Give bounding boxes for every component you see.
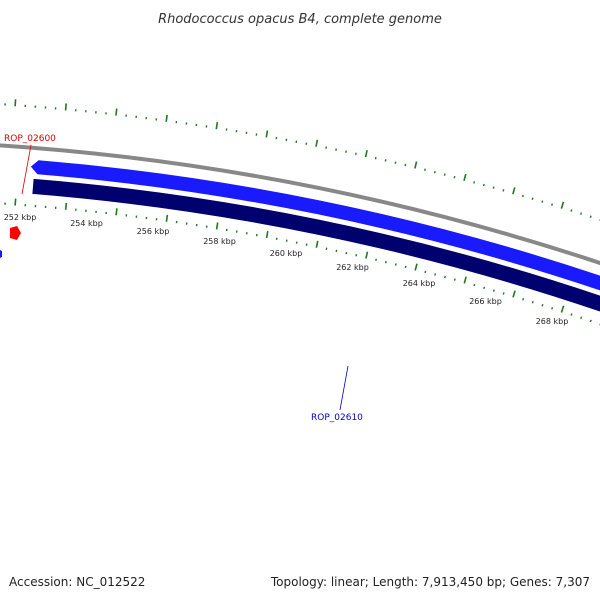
- scale-tick-labels: 252 kbp 254 kbp 256 kbp 258 kbp 260 kbp 262 k…: [4, 213, 569, 326]
- minor-tick: [589, 215, 592, 218]
- minor-tick: [551, 203, 554, 206]
- minor-tick: [492, 289, 495, 292]
- minor-tick: [551, 307, 554, 310]
- minor-tick: [482, 183, 485, 187]
- minor-tick: [375, 258, 377, 262]
- major-tick: [463, 276, 467, 284]
- major-tick: [463, 173, 467, 182]
- minor-tick: [570, 313, 573, 316]
- major-tick: [64, 103, 68, 111]
- major-tick: [364, 150, 368, 158]
- minor-tick: [521, 194, 524, 198]
- genome-summary-text: Topology: linear; Length: 7,913,450 bp; …: [270, 575, 590, 589]
- major-tick: [265, 230, 269, 239]
- major-tick: [512, 290, 516, 298]
- accession-text: Accession: NC_012522: [9, 575, 145, 589]
- minor-tick: [453, 278, 456, 281]
- gene-marker-left-edge[interactable]: [0, 250, 2, 258]
- minor-tick: [531, 300, 534, 304]
- minor-tick: [434, 273, 437, 276]
- tick-label: 258 kbp: [203, 237, 236, 246]
- major-tick: [115, 108, 118, 116]
- major-tick: [64, 202, 68, 210]
- gene-leader-line: [339, 365, 349, 411]
- inner-tick-marks: [4, 198, 600, 326]
- minor-tick: [502, 189, 505, 192]
- minor-tick: [384, 260, 387, 264]
- major-tick: [215, 222, 219, 230]
- minor-tick: [433, 170, 436, 174]
- gene-label-rop-02600[interactable]: ROP_02600: [4, 134, 56, 144]
- minor-tick: [444, 275, 446, 279]
- minor-tick: [424, 270, 427, 274]
- minor-tick: [483, 286, 486, 290]
- minor-tick: [394, 263, 397, 266]
- major-tick: [560, 201, 565, 209]
- minor-tick: [492, 186, 495, 189]
- minor-tick: [541, 303, 544, 307]
- tick-label: 256 kbp: [137, 227, 170, 236]
- tick-label: 262 kbp: [336, 263, 369, 272]
- major-tick: [165, 114, 168, 122]
- tick-label: 254 kbp: [70, 219, 103, 228]
- gene-band-forward[interactable]: [30, 160, 600, 293]
- major-tick: [560, 305, 565, 313]
- minor-tick: [473, 283, 476, 287]
- tick-label: 268 kbp: [536, 317, 569, 326]
- minor-tick: [424, 168, 426, 171]
- minor-tick: [443, 173, 446, 176]
- map-title: Rhodococcus opacus B4, complete genome: [158, 12, 442, 27]
- minor-tick: [473, 181, 476, 184]
- minor-tick: [580, 316, 583, 319]
- minor-tick: [404, 265, 407, 269]
- gene-band-reverse[interactable]: [32, 178, 600, 314]
- outer-tick-marks: [4, 99, 600, 221]
- minor-tick: [589, 319, 592, 323]
- minor-tick: [531, 197, 534, 201]
- major-tick: [414, 161, 418, 169]
- major-tick: [315, 139, 319, 147]
- minor-tick: [541, 200, 544, 203]
- genome-backbone: [0, 143, 600, 266]
- tick-label: 264 kbp: [403, 279, 436, 288]
- minor-tick: [580, 212, 583, 215]
- gene-marker-rop-02600[interactable]: [10, 226, 21, 240]
- major-tick: [115, 208, 118, 216]
- minor-tick: [502, 292, 505, 295]
- major-tick: [315, 240, 319, 248]
- major-tick: [365, 251, 369, 259]
- tick-label: 260 kbp: [270, 249, 303, 258]
- major-tick: [414, 263, 418, 271]
- minor-tick: [522, 298, 525, 301]
- gene-leader-line: [21, 144, 32, 195]
- major-tick: [165, 214, 169, 222]
- major-tick: [265, 130, 269, 138]
- tick-label: 266 kbp: [469, 297, 502, 306]
- major-tick: [14, 198, 17, 206]
- tick-label: 252 kbp: [4, 213, 37, 222]
- gene-label-rop-02610[interactable]: ROP_02610: [311, 413, 363, 423]
- major-tick: [215, 122, 219, 130]
- minor-tick: [453, 175, 456, 179]
- major-tick: [14, 99, 17, 107]
- minor-tick: [404, 163, 407, 167]
- major-tick: [512, 187, 516, 195]
- minor-tick: [570, 209, 573, 212]
